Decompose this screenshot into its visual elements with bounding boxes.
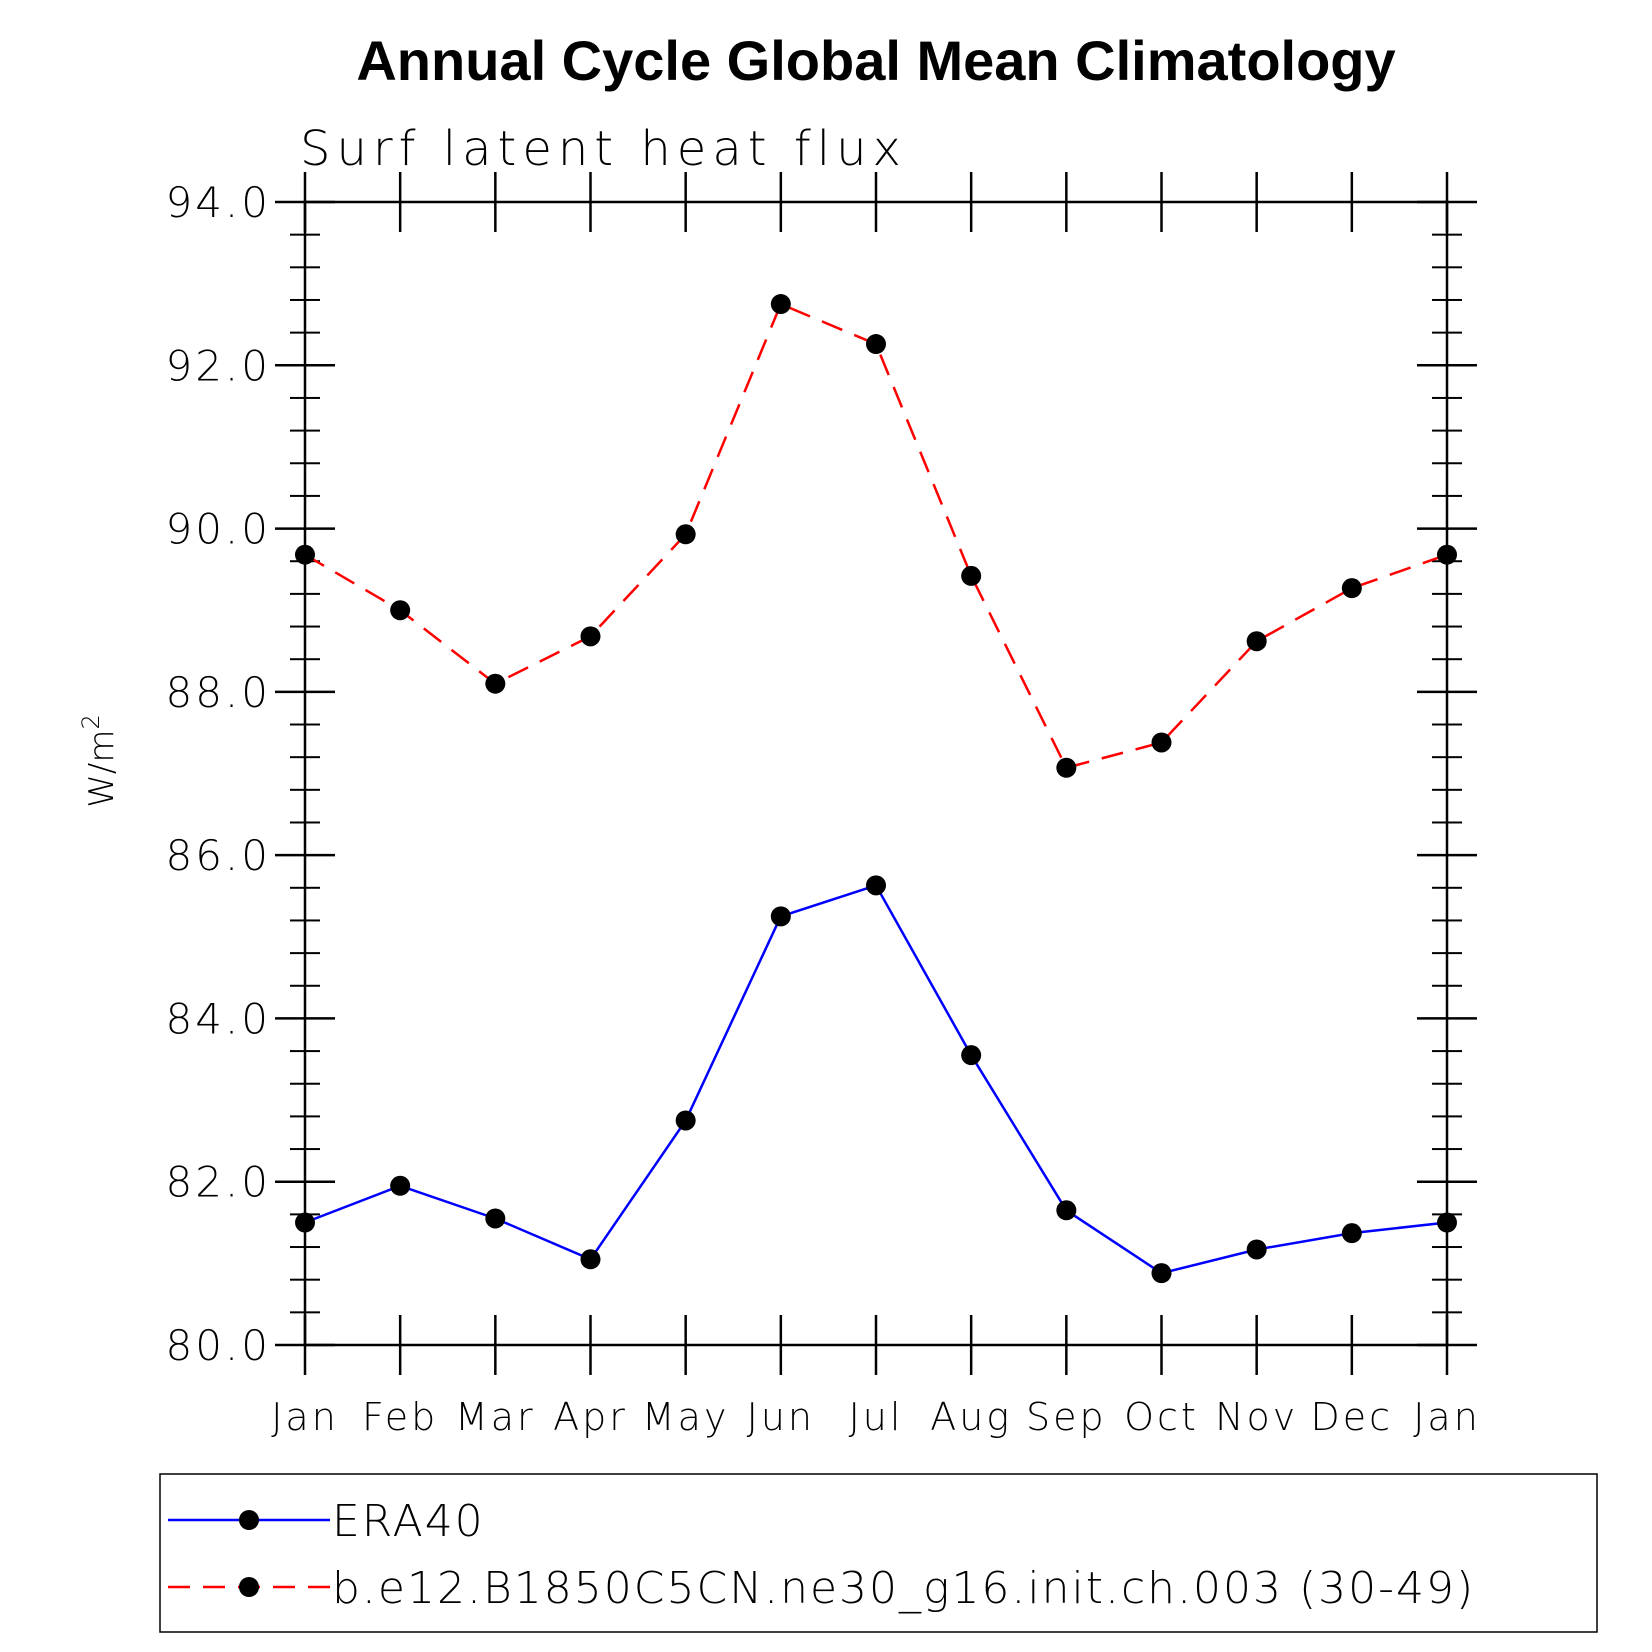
x-tick-label: Mar (455, 1395, 536, 1439)
data-point-s1-1 (390, 600, 411, 621)
series-line-1 (304, 302, 1448, 770)
data-point-s1-11 (1341, 578, 1362, 599)
data-point-s0-1 (390, 1175, 411, 1196)
x-tick-label: Sep (1026, 1395, 1107, 1439)
legend-label-1: b.e12.B1850C5CN.ne30_g16.init.ch.003 (30… (332, 1563, 1475, 1614)
data-point-s1-4 (675, 524, 696, 545)
y-tick-label: 92.0 (165, 341, 271, 390)
x-tick-label: Jan (271, 1395, 339, 1439)
data-point-s1-9 (1151, 732, 1172, 753)
x-tick-label: Feb (362, 1395, 438, 1439)
x-tick-label: Jun (747, 1395, 815, 1439)
y-tick-label: 90.0 (165, 505, 271, 554)
y-tick-label: 80.0 (165, 1321, 271, 1370)
y-axis-label-text: W/m (82, 730, 122, 808)
data-point-s0-0 (295, 1212, 315, 1233)
data-point-s1-2 (485, 673, 506, 694)
y-tick-label: 84.0 (165, 994, 271, 1043)
data-point-s0-5 (770, 906, 791, 927)
legend: ERA40 b.e12.B1850C5CN.ne30_g16.init.ch.00… (159, 1473, 1598, 1633)
plot-frame (303, 200, 1449, 1347)
data-point-s1-10 (1246, 631, 1267, 652)
data-point-s0-8 (1056, 1200, 1077, 1221)
data-point-s0-11 (1341, 1223, 1362, 1244)
y-tick-label: 86.0 (165, 831, 271, 880)
legend-label-0: ERA40 (332, 1496, 485, 1547)
data-point-s0-6 (866, 875, 886, 896)
x-tick-label: Jul (849, 1395, 904, 1439)
chart-title: Annual Cycle Global Mean Climatology (356, 29, 1395, 92)
data-point-s0-4 (675, 1110, 696, 1131)
series-layer (295, 294, 1457, 1284)
y-tick-label: 94.0 (165, 178, 271, 227)
data-point-s1-12 (1437, 544, 1457, 565)
x-tick-label: Jan (1413, 1395, 1481, 1439)
x-tick-label: May (642, 1395, 730, 1439)
data-point-s1-7 (961, 565, 982, 586)
x-tick-label: Dec (1311, 1395, 1394, 1439)
axes: 80.0 82.0 84.0 86.0 88.0 90.0 92.0 94.0 Jan Feb Ma… (165, 172, 1481, 1439)
legend-marker-0 (239, 1510, 259, 1530)
legend-box (159, 1473, 1598, 1633)
data-point-s0-9 (1151, 1263, 1172, 1284)
data-point-s1-0 (295, 544, 315, 565)
data-point-s0-2 (485, 1208, 506, 1229)
data-point-s1-3 (580, 626, 601, 647)
x-tick-label: Apr (553, 1395, 628, 1439)
data-point-s0-3 (580, 1249, 601, 1270)
series-line-0 (304, 883, 1448, 1275)
data-point-s1-5 (770, 294, 791, 315)
x-tick-label: Aug (930, 1395, 1012, 1439)
x-tick-label: Nov (1215, 1395, 1298, 1439)
data-point-s1-6 (866, 334, 886, 355)
legend-entries: ERA40 b.e12.B1850C5CN.ne30_g16.init.ch.00… (168, 1496, 1475, 1614)
data-point-s0-12 (1437, 1212, 1457, 1233)
y-tick-label: 82.0 (165, 1158, 271, 1207)
data-point-s0-10 (1246, 1239, 1267, 1260)
data-point-s0-7 (961, 1045, 982, 1066)
y-axis-label-superscript: 2 (77, 714, 105, 729)
data-point-s1-8 (1056, 757, 1077, 778)
legend-marker-1 (239, 1577, 259, 1597)
chart-subtitle: Surf latent heat flux (300, 121, 907, 177)
x-tick-label: Oct (1124, 1395, 1199, 1439)
y-axis-label: W/m2 (77, 714, 122, 807)
y-tick-label: 88.0 (165, 668, 271, 717)
